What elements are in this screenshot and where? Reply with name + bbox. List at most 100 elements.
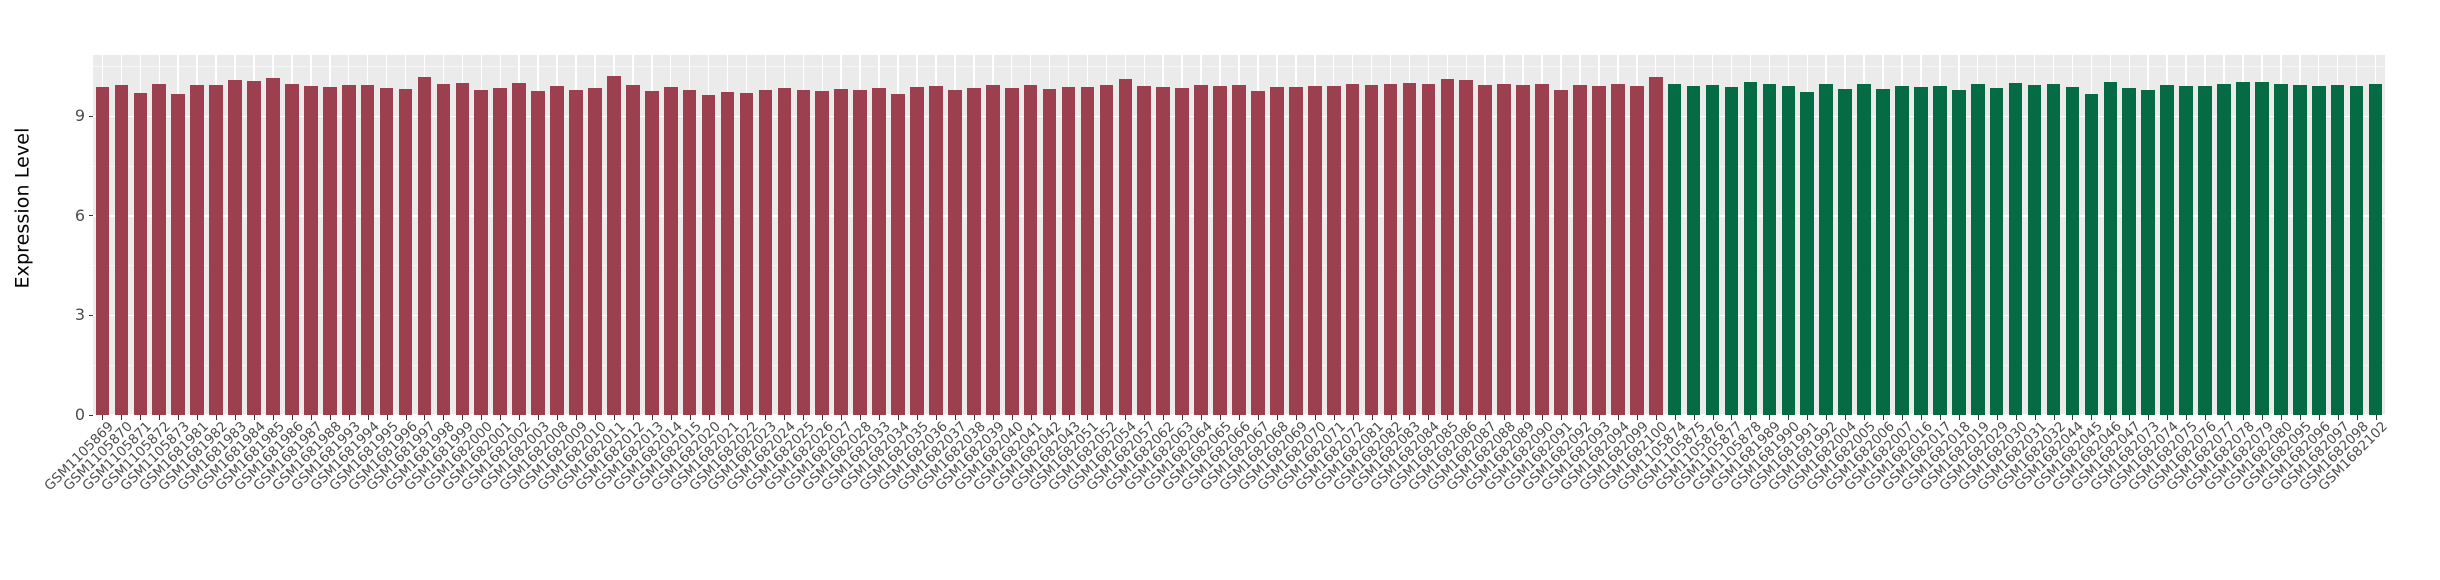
bar <box>2160 84 2174 415</box>
y-axis-tick-label: 3 <box>74 305 85 325</box>
bar <box>2273 83 2288 415</box>
bar <box>114 84 129 415</box>
x-axis-tick-mark <box>538 415 540 420</box>
x-axis-tick-mark <box>519 415 521 420</box>
bar <box>2084 93 2099 415</box>
bar <box>152 83 167 415</box>
bar <box>1099 84 1114 415</box>
x-axis-tick-mark <box>405 415 407 420</box>
x-axis-tick-mark <box>632 415 634 420</box>
x-axis-tick-mark <box>2223 415 2225 420</box>
x-axis-tick-mark <box>1655 415 1657 420</box>
x-axis-tick-mark <box>1636 415 1638 420</box>
bar <box>1440 78 1455 415</box>
bar <box>398 88 413 415</box>
x-axis-tick-mark <box>1068 415 1070 420</box>
bar <box>2141 89 2156 415</box>
bar <box>1592 86 1606 415</box>
bar <box>1080 86 1095 415</box>
x-axis-tick-mark <box>935 415 937 420</box>
bar <box>1061 87 1076 415</box>
bar <box>436 83 451 415</box>
x-axis-tick-mark <box>2072 415 2074 420</box>
x-axis-tick-mark <box>1409 415 1411 420</box>
y-axis-tick-mark <box>89 314 93 316</box>
bar <box>758 90 773 415</box>
bar <box>720 91 735 415</box>
x-axis-tick-mark <box>462 415 464 420</box>
bar <box>1951 89 1966 415</box>
bar <box>1459 79 1474 415</box>
x-axis-tick-mark <box>310 415 312 420</box>
bar <box>1326 85 1341 415</box>
bar <box>1270 87 1284 415</box>
x-axis-tick-mark <box>973 415 975 420</box>
bar <box>2236 82 2250 415</box>
plot-panel <box>93 55 2385 415</box>
x-axis-tick-mark <box>272 415 274 420</box>
bar <box>1175 87 1189 415</box>
bar <box>1232 84 1246 415</box>
bar <box>247 81 261 415</box>
bar <box>474 89 489 415</box>
x-axis-tick-mark <box>954 415 956 420</box>
x-axis-tick-mark <box>1523 415 1525 420</box>
bar <box>682 89 697 415</box>
bar <box>796 89 811 415</box>
x-axis-tick-mark <box>1049 415 1051 420</box>
x-axis-tick-mark <box>1352 415 1354 420</box>
x-axis-tick-mark <box>1750 415 1752 420</box>
x-axis-tick-mark <box>443 415 445 420</box>
bar <box>1914 87 1928 415</box>
x-axis-tick-mark <box>2242 415 2244 420</box>
x-axis-tick-mark <box>1977 415 1979 420</box>
x-axis-tick-mark <box>2034 415 2036 420</box>
y-axis-title: Expression Level <box>0 0 44 415</box>
bar <box>2311 85 2326 415</box>
bar <box>1743 81 1758 415</box>
x-axis-tick-mark <box>2129 415 2131 420</box>
x-axis-tick-mark <box>594 415 596 420</box>
bar <box>948 89 962 415</box>
x-axis-tick-mark <box>2186 415 2188 420</box>
x-axis-tick-mark <box>1276 415 1278 420</box>
x-axis-tick-mark <box>860 415 862 420</box>
bar <box>1364 84 1379 415</box>
x-axis-tick-mark <box>178 415 180 420</box>
x-axis-tick-mark <box>159 415 161 420</box>
x-axis-tick-mark <box>1030 415 1032 420</box>
x-axis-tick-mark <box>2053 415 2055 420</box>
bar <box>1497 83 1511 415</box>
x-axis-tick-mark <box>1201 415 1203 420</box>
bar <box>1686 85 1701 415</box>
bar <box>379 87 394 415</box>
x-axis-tick-mark <box>2356 415 2358 420</box>
bar <box>739 92 754 415</box>
x-axis-tick-mark <box>1674 415 1676 420</box>
bar-series <box>93 55 2385 415</box>
x-axis-tick-mark <box>348 415 350 420</box>
x-axis-tick-mark <box>2261 415 2263 420</box>
bar <box>512 82 526 415</box>
bar <box>815 91 830 415</box>
x-axis-tick-mark <box>1466 415 1468 420</box>
bar <box>872 87 886 415</box>
bar <box>1478 84 1493 415</box>
bar <box>588 88 602 415</box>
bar <box>1724 87 1739 415</box>
bar <box>322 86 337 415</box>
bar <box>1383 83 1398 415</box>
x-axis-tick-mark <box>1864 415 1866 420</box>
bar <box>1667 83 1682 415</box>
x-axis-tick-mark <box>1883 415 1885 420</box>
x-axis-tick-mark <box>784 415 786 420</box>
bar <box>1705 84 1720 415</box>
bar <box>285 84 299 415</box>
bar <box>985 85 1000 415</box>
x-axis-tick-mark <box>197 415 199 420</box>
x-axis-tick-mark <box>367 415 369 420</box>
x-axis-tick-mark <box>1693 415 1695 420</box>
y-axis-tick-mark <box>89 115 93 117</box>
x-axis-tick-mark <box>1087 415 1089 420</box>
